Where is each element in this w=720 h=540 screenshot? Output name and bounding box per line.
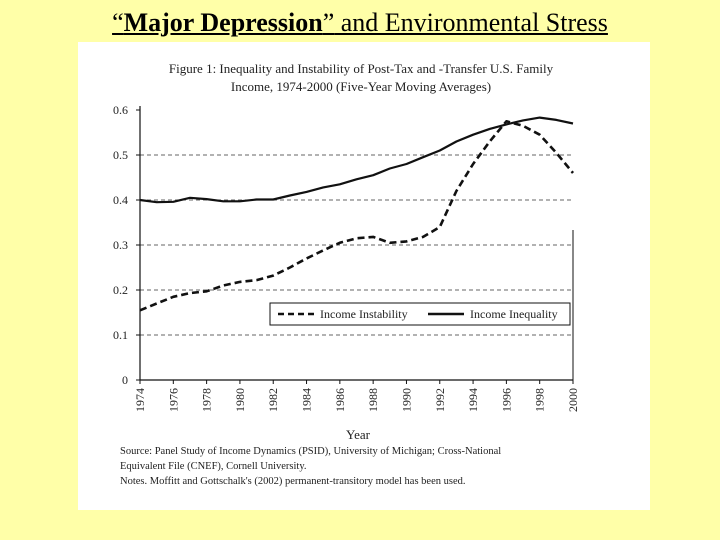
figure-panel: Figure 1: Inequality and Instability of …	[78, 42, 650, 510]
x-tick-label-1994: 1994	[466, 388, 480, 412]
x-tick-label-2000: 2000	[566, 388, 580, 412]
y-tick-label-0.1: 0.1	[113, 328, 128, 342]
x-tick-label-1988: 1988	[366, 388, 380, 412]
x-tick-label-1990: 1990	[399, 388, 413, 412]
y-tick-label-0.5: 0.5	[113, 148, 128, 162]
x-tick-label-1982: 1982	[266, 388, 280, 412]
title-open-quote: “	[112, 8, 124, 37]
source-note-line-2: Equivalent File (CNEF), Cornell Universi…	[120, 461, 307, 472]
y-tick-label-0.3: 0.3	[113, 238, 128, 252]
x-tick-label-1986: 1986	[333, 388, 347, 412]
y-tick-label-0.2: 0.2	[113, 283, 128, 297]
legend: Income Instability Income Inequality	[269, 302, 571, 326]
y-tick-label-0.6: 0.6	[113, 103, 128, 117]
x-axis-title: Year	[346, 427, 371, 442]
x-tick-label-1998: 1998	[533, 388, 547, 412]
title-close-quote: ”	[322, 8, 335, 37]
x-tick-label-1992: 1992	[433, 388, 447, 412]
source-note-line-3: Notes. Moffitt and Gottschalk's (2002) p…	[120, 476, 466, 487]
slide-title: “Major Depression” and Environmental Str…	[0, 8, 720, 38]
series-line-income-instability	[139, 120, 575, 312]
x-tick-label-1996: 1996	[499, 388, 513, 412]
legend-label-income-inequality: Income Inequality	[470, 307, 558, 321]
title-rest: and Environmental Stress	[334, 8, 608, 37]
y-tick-label-0: 0	[122, 373, 128, 387]
axis-layer: 0 0.1 0.2 0.3 0.4 0.5 0.6 1974 1976 1978 1980 1982 1…	[113, 103, 580, 412]
series-line-income-inequality	[139, 116, 574, 204]
line-chart: Figure 1: Inequality and Instability of …	[113, 61, 580, 487]
x-tick-label-1974: 1974	[133, 388, 147, 412]
figure-title-line-2: Income, 1974-2000 (Five-Year Moving Aver…	[231, 79, 491, 94]
legend-box	[269, 302, 571, 326]
series-layer	[139, 116, 575, 312]
title-bold-phrase: Major Depression	[123, 8, 323, 37]
y-tick-label-0.4: 0.4	[113, 193, 128, 207]
x-tick-label-1980: 1980	[233, 388, 247, 412]
x-tick-label-1984: 1984	[300, 388, 314, 412]
figure-title-line-1: Figure 1: Inequality and Instability of …	[169, 61, 554, 76]
legend-label-income-instability: Income Instability	[320, 307, 408, 321]
x-tick-label-1978: 1978	[200, 388, 214, 412]
x-tick-label-1976: 1976	[166, 388, 180, 412]
source-note-line-1: Source: Panel Study of Income Dynamics (…	[120, 446, 501, 457]
